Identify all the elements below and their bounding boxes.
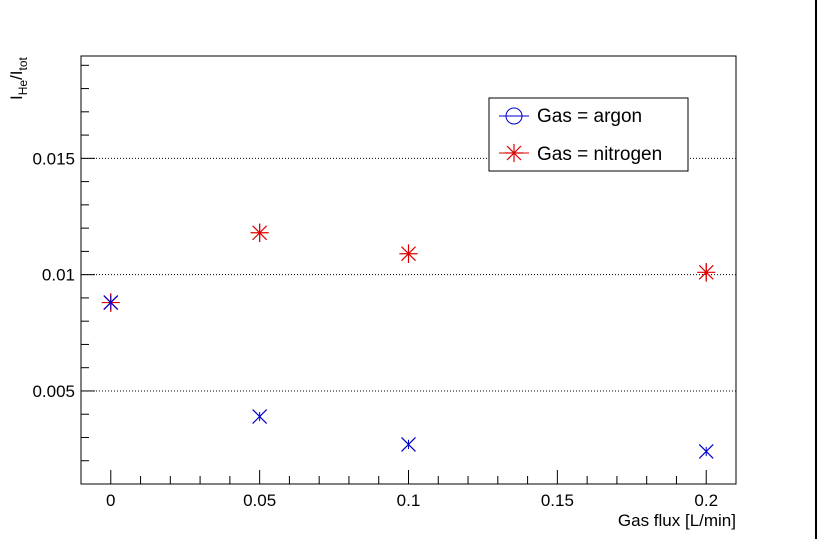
- marker-stroke: [103, 295, 119, 310]
- x-tick-label: 0.05: [243, 491, 276, 510]
- y-tick-label: 0.005: [32, 382, 75, 401]
- y-tick-label: 0.01: [42, 266, 75, 285]
- y-label-slash: /I: [7, 70, 26, 79]
- data-marks: [101, 223, 716, 459]
- y-label-main: I: [7, 95, 26, 100]
- legend-asterisk-shape: [504, 143, 524, 163]
- data-point-nitrogen: [250, 223, 269, 242]
- legend: Gas = argon Gas = nitrogen: [488, 97, 689, 172]
- legend-marker-nitrogen: [504, 143, 524, 163]
- data-point-argon: [252, 409, 268, 424]
- data-point-nitrogen: [399, 244, 418, 263]
- legend-label-argon: Gas = argon: [537, 106, 642, 127]
- x-tick-label: 0.1: [397, 491, 421, 510]
- y-tick-label: 0.015: [32, 149, 75, 168]
- x-tick-label: 0.15: [541, 491, 574, 510]
- y-axis-label: IHe/Itot: [7, 56, 30, 100]
- x-tick-label: 0: [106, 491, 115, 510]
- plot-frame: [80, 55, 737, 485]
- legend-box: [488, 97, 689, 172]
- legend-entry-nitrogen: Gas = nitrogen: [499, 143, 662, 165]
- data-point-nitrogen: [697, 263, 716, 282]
- y-label-sub2: tot: [16, 56, 30, 70]
- legend-label-nitrogen: Gas = nitrogen: [537, 144, 662, 165]
- legend-entry-argon: Gas = argon: [499, 106, 642, 127]
- data-point-argon: [103, 295, 119, 310]
- marker-stroke: [698, 444, 714, 459]
- y-label-sub1: He: [16, 80, 30, 96]
- data-point-argon: [401, 437, 416, 452]
- x-axis-label: Gas flux [L/min]: [618, 511, 736, 530]
- grid-lines: [81, 157, 736, 392]
- x-tick-label: 0.2: [694, 491, 718, 510]
- marker-stroke: [252, 409, 268, 424]
- legend-marker-argon: [505, 107, 523, 125]
- axis-ticks: 0.005 0.01 0.015 0 0.05 0.1 0.15 0.2: [32, 64, 737, 510]
- window-edge: [815, 0, 817, 539]
- marker-stroke: [401, 437, 416, 452]
- data-point-argon: [698, 444, 714, 459]
